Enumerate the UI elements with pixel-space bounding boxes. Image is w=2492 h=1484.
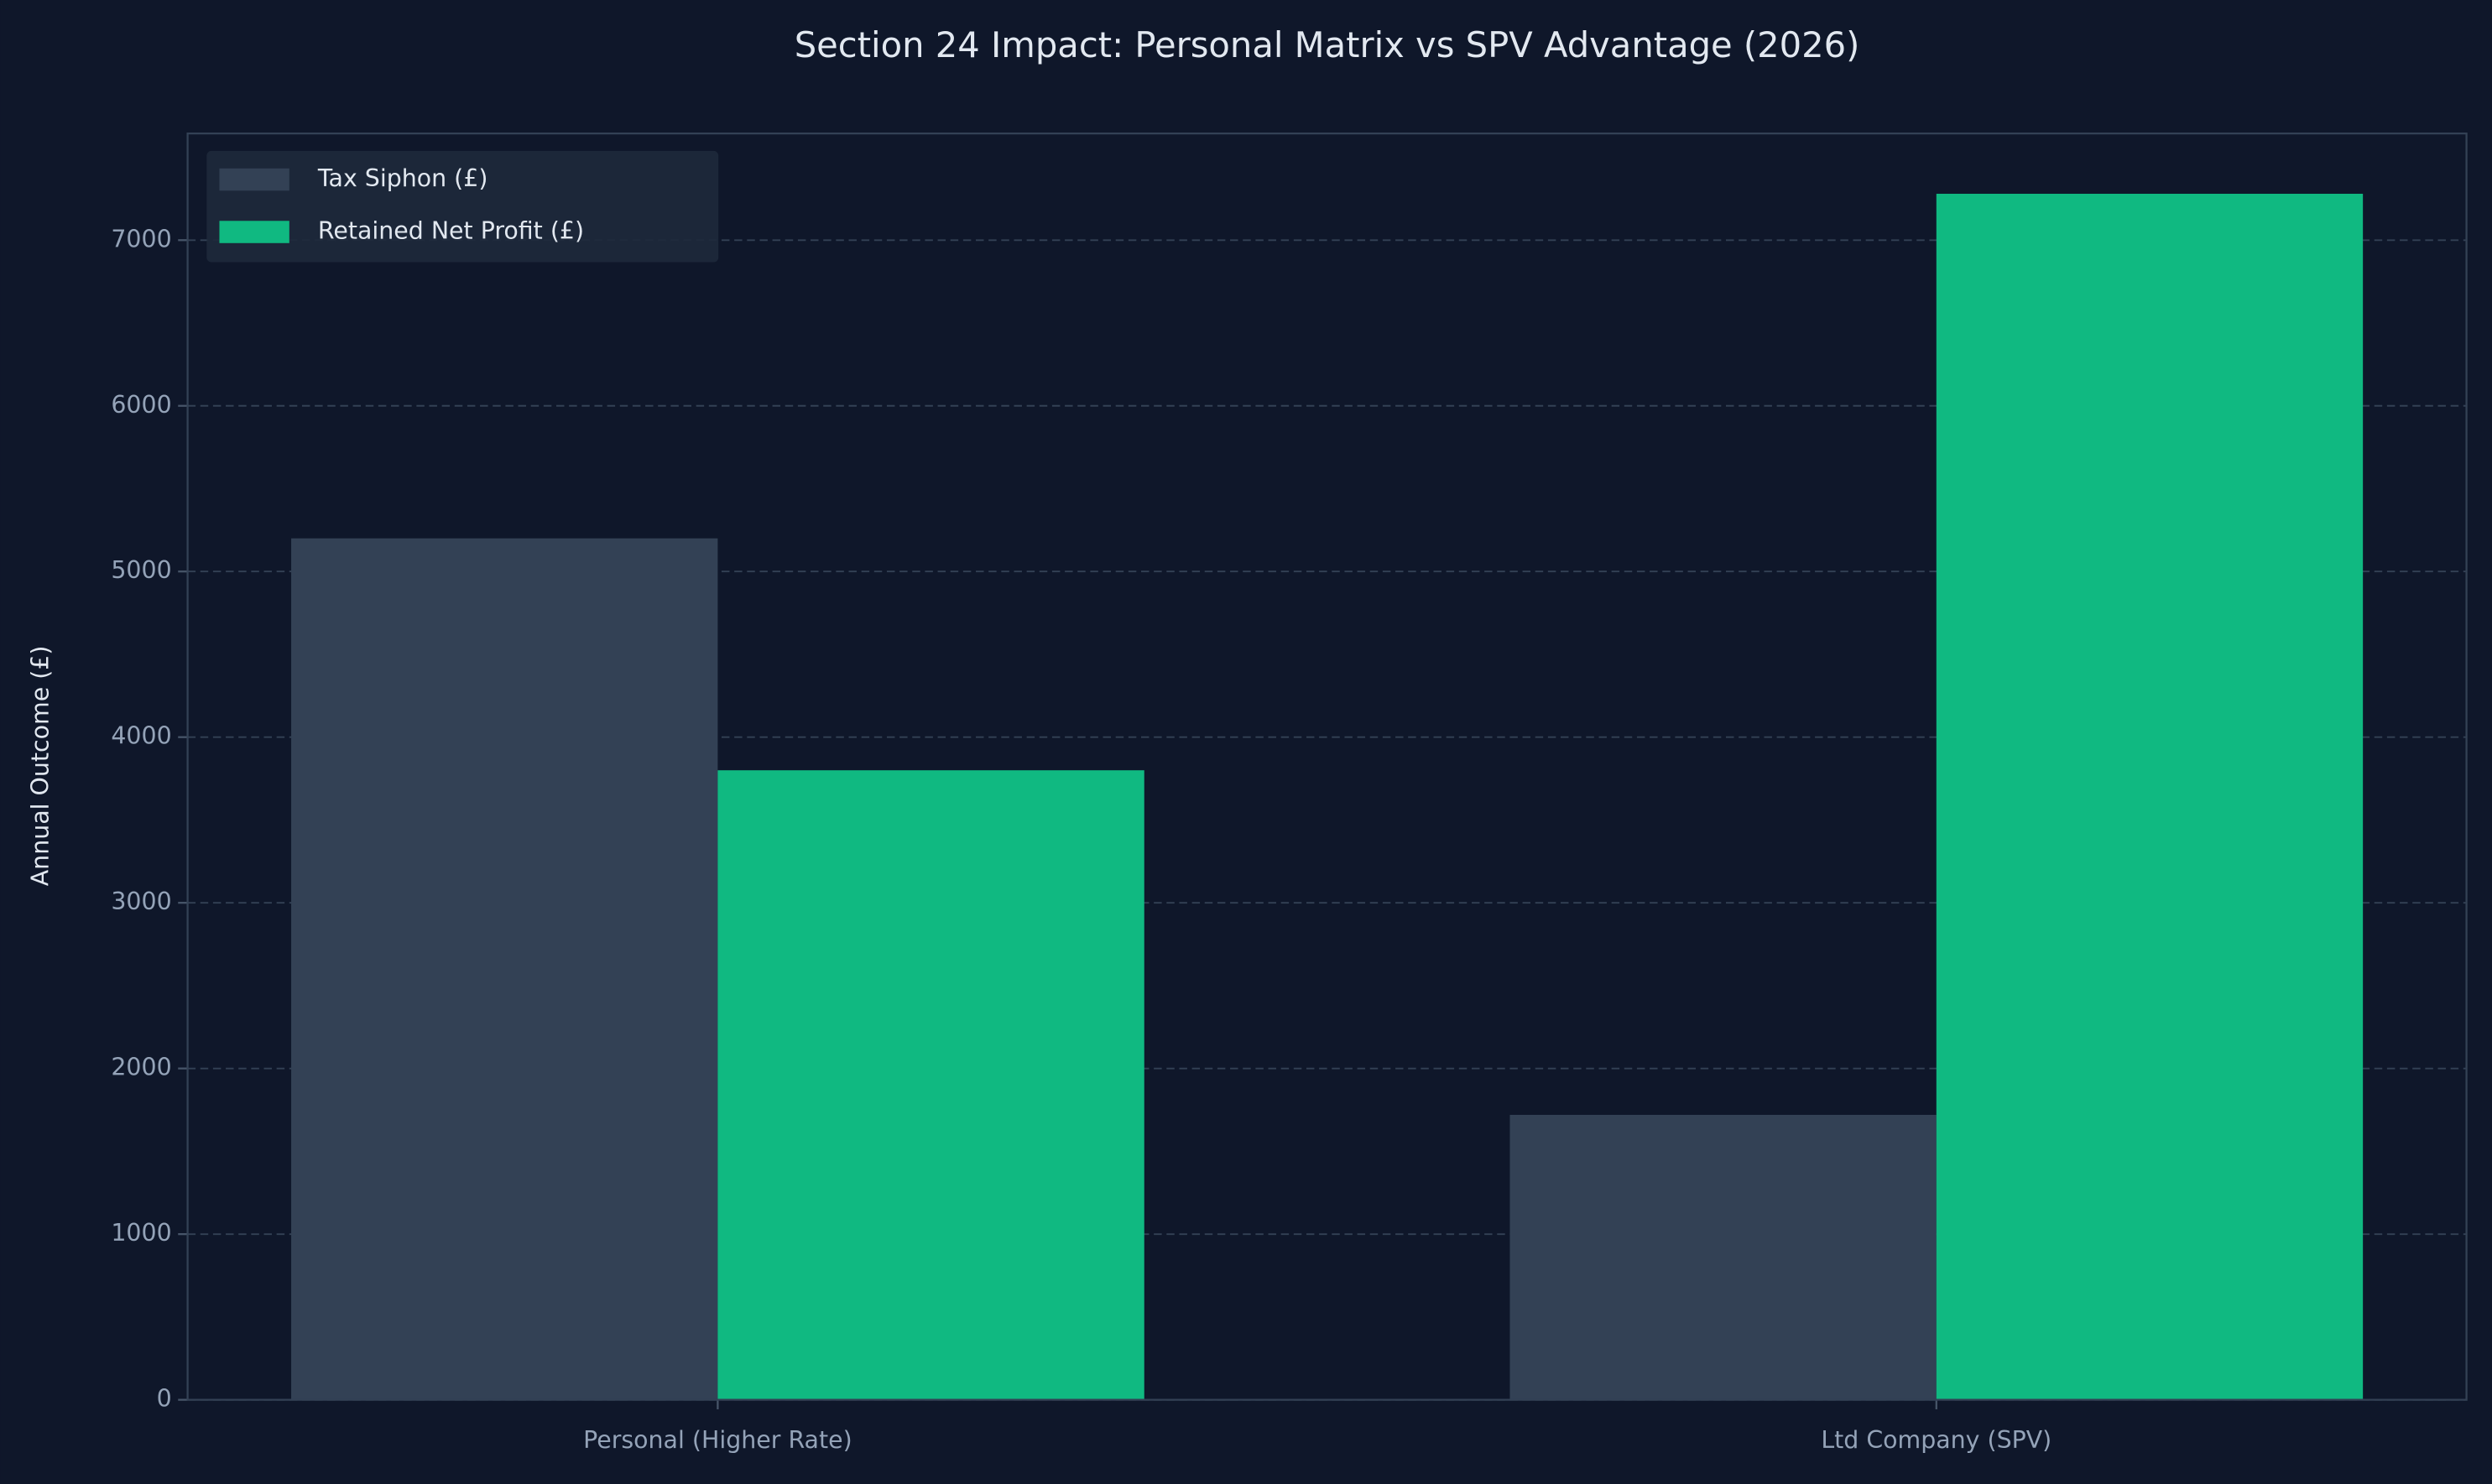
y-tick-label: 1000 [111, 1219, 171, 1247]
y-tick-label: 0 [157, 1385, 172, 1413]
bar [1936, 193, 2364, 1400]
x-tick-label: Ltd Company (SPV) [1821, 1426, 2051, 1454]
legend-box [206, 150, 719, 263]
legend-swatch [219, 168, 289, 191]
plot-frame [186, 132, 2468, 1401]
y-tick-label: 4000 [111, 722, 171, 750]
y-tick-label: 3000 [111, 888, 171, 915]
y-axis-label: Annual Outcome (£) [26, 646, 54, 887]
y-tick-label: 7000 [111, 225, 171, 253]
y-tick-label: 5000 [111, 556, 171, 584]
bar [291, 538, 718, 1400]
y-tick-label: 2000 [111, 1054, 171, 1081]
y-tick-label: 6000 [111, 391, 171, 419]
bar [1509, 1114, 1937, 1400]
x-tick-label: Personal (Higher Rate) [583, 1426, 852, 1454]
bar [717, 770, 1144, 1400]
legend-label: Tax Siphon (£) [317, 164, 488, 192]
legend-label: Retained Net Profit (£) [318, 217, 584, 245]
legend-swatch [219, 221, 289, 243]
chart-title: Section 24 Impact: Personal Matrix vs SP… [795, 24, 1860, 65]
